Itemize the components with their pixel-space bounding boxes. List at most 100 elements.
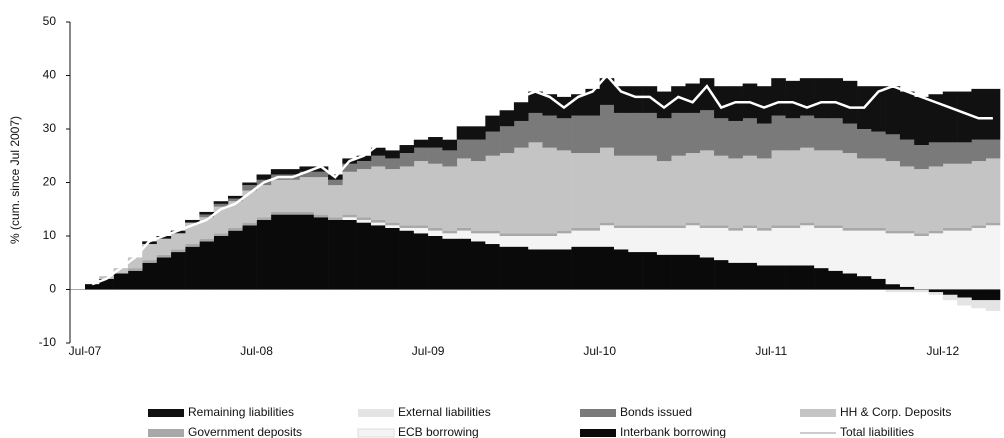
bar-segment — [370, 155, 386, 167]
bar-segment — [485, 244, 500, 290]
bar-segment — [742, 262, 758, 290]
bar-segment — [613, 249, 629, 290]
bar-segment — [370, 225, 386, 290]
bar-segment — [328, 217, 343, 220]
bar-segment — [542, 236, 558, 250]
bar-segment — [642, 155, 658, 226]
bar-segment — [857, 227, 872, 231]
bar-segment — [671, 86, 686, 113]
bar-segment — [170, 230, 186, 234]
bar-segment — [127, 257, 143, 269]
bar-segment — [242, 190, 257, 223]
bar-segment — [556, 230, 572, 234]
bar-segment — [227, 230, 243, 290]
bar-segment — [328, 179, 343, 186]
bar-segment — [785, 225, 801, 228]
bar-segment — [728, 86, 743, 121]
bar-segment — [428, 236, 443, 290]
bar-segment — [528, 233, 543, 236]
bar-segment — [328, 219, 343, 290]
bar-segment — [356, 222, 372, 290]
bar-segment — [799, 222, 815, 226]
y-tick-label: -10 — [39, 335, 57, 349]
bar-segment — [428, 230, 443, 236]
bar-segment — [542, 115, 558, 148]
bar-segment — [356, 169, 372, 218]
bar-segment — [242, 225, 257, 290]
bar-segment — [456, 227, 472, 231]
bar-segment — [356, 217, 372, 220]
bar-segment — [313, 171, 329, 178]
bar-segment — [928, 289, 944, 293]
bar-segment — [413, 225, 429, 228]
bar-segment — [256, 185, 272, 218]
bar-segment — [628, 155, 643, 226]
bar-segment — [585, 115, 600, 154]
bar-segment — [127, 270, 143, 290]
bar-segment — [528, 91, 543, 113]
bar-segment — [285, 169, 300, 175]
legend-swatch — [358, 409, 394, 417]
bar-segment — [799, 225, 815, 266]
bar-segment — [127, 268, 143, 271]
bar-segment — [599, 104, 615, 148]
legend-swatch — [580, 429, 616, 437]
bar-segment — [799, 78, 815, 116]
bar-segment — [499, 246, 515, 290]
bar-segment — [170, 249, 186, 253]
bar-segment — [313, 177, 329, 215]
bar-segment — [756, 265, 772, 290]
bar-segment — [914, 236, 929, 290]
bar-segment — [242, 222, 257, 226]
bar-segment — [456, 139, 472, 159]
legend-label: Bonds issued — [620, 405, 692, 419]
bar-segment — [256, 174, 272, 180]
bar-segment — [599, 147, 615, 223]
bar-segment — [185, 219, 200, 223]
bar-segment — [285, 214, 300, 290]
bar-segment — [442, 150, 458, 167]
bar-segment — [242, 182, 257, 186]
bar-segment — [513, 246, 529, 290]
bar-segment — [485, 230, 500, 234]
bar-segment — [728, 120, 743, 159]
bar-segment — [728, 158, 743, 228]
bar-segment — [513, 120, 529, 148]
bar-segment — [413, 161, 429, 226]
bar-segment — [628, 112, 643, 156]
bar-segment — [456, 230, 472, 239]
bar-segment — [499, 153, 515, 234]
bar-segment — [227, 227, 243, 231]
bar-segment — [785, 80, 801, 119]
bar-segment — [957, 289, 972, 298]
bar-segment — [585, 246, 600, 290]
bar-segment — [828, 78, 844, 119]
x-tick-label: Jul-11 — [755, 344, 787, 358]
bar-segment — [313, 217, 329, 290]
bar-segment — [656, 225, 672, 228]
bar-segment — [814, 268, 829, 290]
bar-segment — [685, 153, 701, 223]
bar-segment — [642, 112, 658, 156]
bar-segment — [771, 265, 786, 290]
bar-segment — [814, 118, 829, 151]
bar-segment — [513, 102, 529, 121]
bar-segment — [413, 227, 429, 234]
bar-segment — [771, 78, 786, 116]
y-tick-label: 20 — [43, 175, 57, 189]
bar-segment — [742, 225, 758, 228]
bar-segment — [113, 268, 129, 274]
legend-swatch — [357, 428, 395, 438]
bar-segment — [671, 254, 686, 290]
x-tick-label: Jul-12 — [926, 344, 959, 358]
bar-segment — [742, 227, 758, 263]
bar-segment — [199, 241, 214, 290]
bar-segment — [814, 225, 829, 228]
bar-segment — [542, 147, 558, 234]
bar-segment — [971, 225, 987, 228]
bar-segment — [742, 155, 758, 226]
bar-segment — [756, 158, 772, 228]
bar-segment — [685, 222, 701, 226]
bar-segment — [971, 88, 987, 140]
bar-segment — [899, 289, 915, 293]
